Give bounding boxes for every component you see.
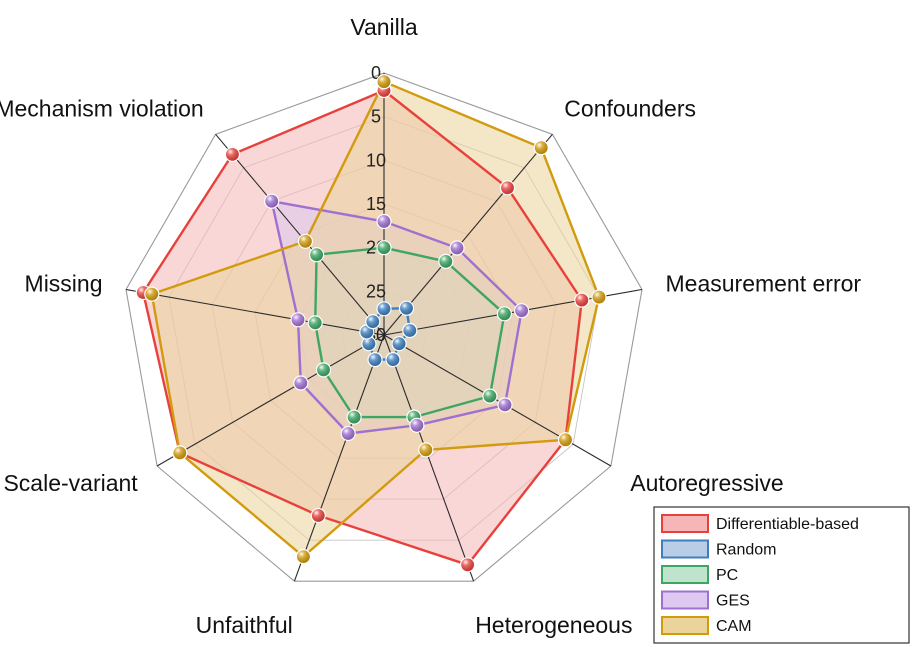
series-markers [135, 74, 607, 573]
series-line-cam [150, 80, 601, 558]
data-point-cam [557, 432, 574, 448]
data-point-cam [418, 442, 434, 458]
radial-tick-label: 25 [366, 281, 386, 301]
data-point-differentiable-based [224, 146, 240, 162]
spoke-mechanism-violation [215, 133, 385, 336]
spoke-unfaithful [293, 334, 385, 582]
series-line-differentiable-based [141, 89, 583, 566]
data-point-random [398, 300, 415, 316]
data-point-random [365, 314, 381, 330]
legend-item-differentiable-based: Differentiable-based [661, 514, 859, 533]
axis-label-autoregressive: Autoregressive [630, 470, 783, 496]
data-point-random [391, 336, 407, 352]
data-point-pc [307, 315, 323, 331]
data-point-ges [264, 193, 280, 209]
data-point-pc [309, 247, 325, 263]
legend-item-pc: PC [661, 565, 738, 584]
legend-label: Random [716, 542, 776, 559]
data-point-pc [315, 362, 332, 378]
data-point-random [367, 352, 383, 368]
data-point-pc [438, 253, 454, 269]
data-point-differentiable-based [499, 180, 516, 196]
data-point-cam [144, 286, 160, 302]
data-point-ges [376, 213, 392, 230]
radial-tick-label: 15 [366, 194, 386, 214]
spoke-scale-variant [156, 334, 385, 467]
data-point-ges [449, 240, 465, 256]
radial-tick-label: 5 [371, 107, 381, 127]
data-point-cam [172, 445, 188, 461]
data-point-cam [297, 233, 313, 249]
data-point-ges [340, 425, 356, 442]
legend-swatch [661, 616, 709, 635]
legend-swatch [661, 539, 709, 559]
spoke-heterogeneous [383, 334, 475, 582]
data-point-ges [497, 397, 513, 413]
data-point-cam [591, 289, 607, 305]
radial-tick-label: 0 [371, 63, 381, 83]
data-point-cam [533, 140, 549, 156]
radial-tick-label: 10 [366, 150, 386, 170]
data-point-differentiable-based [460, 557, 476, 573]
data-point-pc [496, 306, 512, 322]
legend-item-random: Random [661, 539, 776, 559]
series-line-pc [314, 246, 506, 419]
data-point-differentiable-based [574, 292, 590, 308]
legend-swatch [661, 514, 709, 533]
axis-label-heterogeneous: Heterogeneous [475, 612, 632, 638]
legend-item-ges: GES [661, 590, 750, 610]
data-point-random [402, 322, 418, 339]
legend-label: PC [716, 567, 738, 584]
data-point-random [361, 336, 377, 352]
data-point-ges [513, 303, 530, 319]
legend-swatch [661, 590, 709, 610]
legend: Differentiable-based Random PC GES CAM [653, 506, 910, 644]
legend-label: Differentiable-based [716, 516, 859, 533]
data-point-ges [293, 375, 309, 391]
axis-labels: Vanilla Confounders Measurement error Autor… [0, 14, 861, 638]
axis-label-scale-variant: Scale-variant [3, 470, 138, 496]
data-point-cam [295, 548, 311, 565]
legend-label: CAM [716, 618, 752, 635]
legend-item-cam: CAM [661, 616, 752, 635]
axis-label-measurement-error: Measurement error [666, 271, 862, 297]
data-point-ges [409, 417, 425, 433]
data-point-ges [290, 312, 306, 328]
axis-label-missing: Missing [25, 271, 103, 297]
series-line-ges [270, 199, 523, 435]
legend-swatch [661, 565, 709, 584]
axis-label-vanilla: Vanilla [350, 14, 418, 40]
data-point-pc [376, 240, 392, 256]
data-point-random [376, 301, 392, 317]
axis-label-mechanism-violation: Mechanism violation [0, 95, 204, 121]
data-point-pc [346, 409, 362, 425]
data-point-cam [376, 74, 392, 90]
data-point-pc [482, 388, 498, 404]
spoke-confounders [383, 133, 553, 336]
axis-label-confounders: Confounders [564, 95, 696, 121]
axis-label-unfaithful: Unfaithful [196, 612, 293, 638]
grid-ring [125, 72, 643, 582]
legend-label: GES [716, 593, 750, 610]
data-point-random [385, 352, 401, 368]
spoke-missing [125, 288, 385, 336]
data-point-differentiable-based [310, 507, 326, 524]
spoke-autoregressive [383, 334, 612, 467]
